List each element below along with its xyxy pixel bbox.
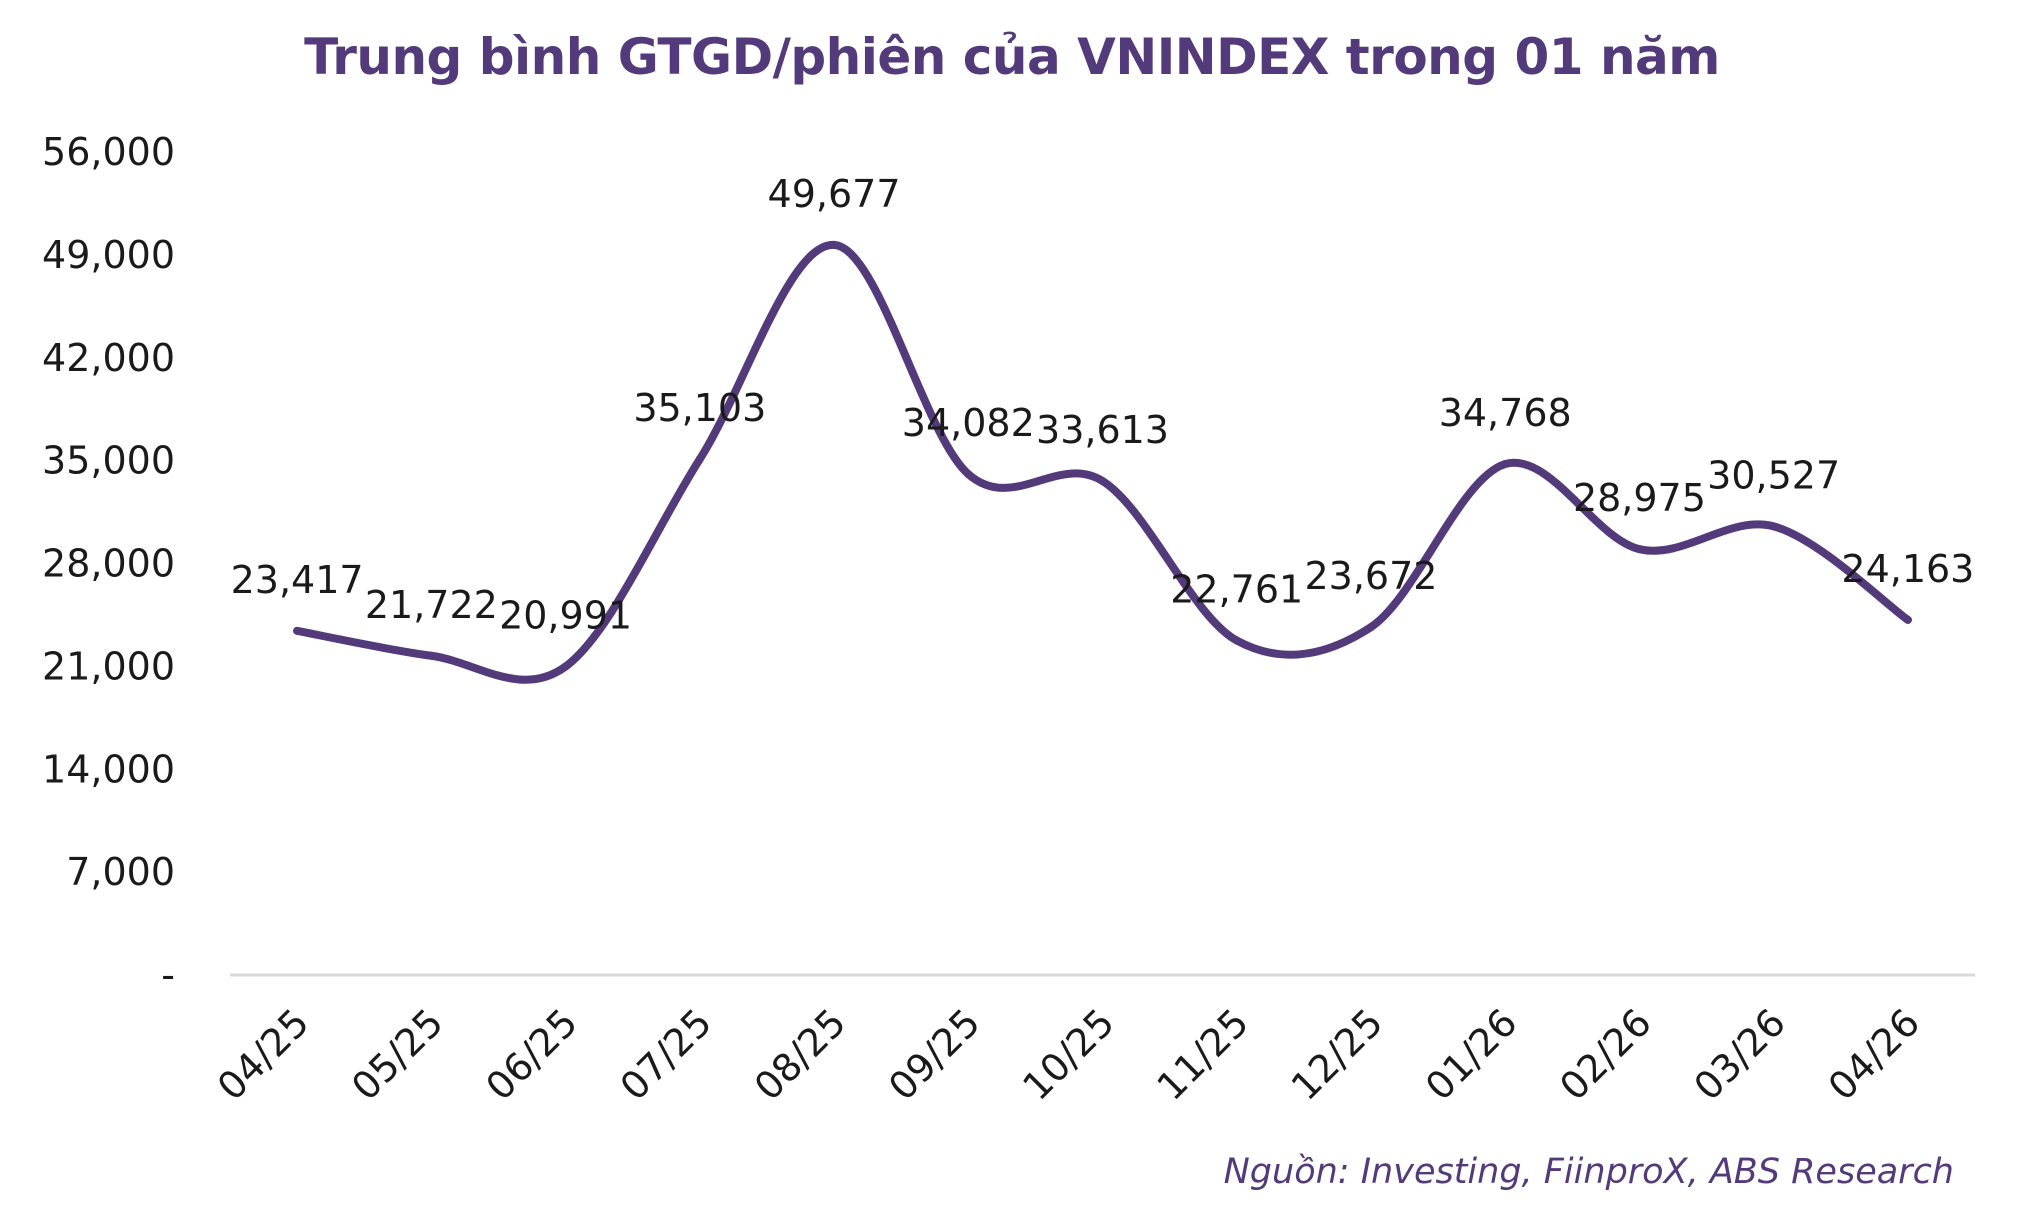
x-tick-label: 06/25 xyxy=(477,1000,586,1109)
x-tick-label: 10/25 xyxy=(1014,1000,1123,1109)
data-point xyxy=(293,626,302,635)
data-label: 22,761 xyxy=(1170,567,1303,611)
x-tick-label: 09/25 xyxy=(880,1000,989,1109)
data-label: 23,672 xyxy=(1304,554,1437,598)
x-tick-label: 03/26 xyxy=(1685,1000,1794,1109)
source-note: Nguồn: Investing, FiinproX, ABS Research xyxy=(1223,1152,1954,1192)
data-point xyxy=(1501,460,1510,469)
data-label: 34,768 xyxy=(1439,391,1572,435)
data-label: 35,103 xyxy=(633,386,766,430)
data-label: 23,417 xyxy=(231,558,364,602)
x-tick-label: 04/26 xyxy=(1820,1000,1929,1109)
y-tick-label: 49,000 xyxy=(42,233,175,277)
y-tick-label: 7,000 xyxy=(66,850,175,894)
data-point xyxy=(561,662,570,671)
data-point xyxy=(1098,477,1107,486)
y-axis-ticks: - 7,000 14,000 21,000 28,000 35,000 42,000 49,0… xyxy=(42,130,175,997)
x-tick-label: 05/25 xyxy=(343,1000,452,1109)
x-tick-label: 12/25 xyxy=(1283,1000,1392,1109)
data-point xyxy=(1366,623,1375,632)
data-label: 20,991 xyxy=(499,594,632,638)
data-point xyxy=(964,470,973,479)
data-label: 33,613 xyxy=(1036,408,1169,452)
data-label: 49,677 xyxy=(768,172,901,216)
x-tick-label: 04/25 xyxy=(209,1000,318,1109)
data-label: 30,527 xyxy=(1707,453,1840,497)
data-point xyxy=(1903,615,1912,624)
x-tick-label: 02/26 xyxy=(1551,1000,1660,1109)
data-point xyxy=(1635,545,1644,554)
data-point xyxy=(830,240,839,249)
series-line xyxy=(293,240,1912,684)
data-label: 21,722 xyxy=(365,583,498,627)
y-tick-label: 14,000 xyxy=(42,747,175,791)
x-tick-label: 11/25 xyxy=(1149,1000,1258,1109)
y-tick-label: 56,000 xyxy=(42,130,175,174)
data-point xyxy=(695,455,704,464)
x-tick-label: 07/25 xyxy=(612,1000,721,1109)
data-point xyxy=(1769,522,1778,531)
y-tick-label: 21,000 xyxy=(42,644,175,688)
x-tick-label: 01/26 xyxy=(1417,1000,1526,1109)
data-point xyxy=(1232,636,1241,645)
y-tick-label: - xyxy=(161,953,175,997)
data-label: 34,082 xyxy=(902,401,1035,445)
data-point xyxy=(427,651,436,660)
y-tick-label: 28,000 xyxy=(42,542,175,586)
data-label: 28,975 xyxy=(1573,476,1706,520)
x-axis-ticks: 04/25 05/25 06/25 07/25 08/25 09/25 10/25 11/25… xyxy=(209,1000,1928,1109)
x-tick-label: 08/25 xyxy=(746,1000,855,1109)
y-tick-label: 42,000 xyxy=(42,336,175,380)
chart-title: Trung bình GTGD/phiên của VNINDEX trong … xyxy=(304,28,1720,86)
y-tick-label: 35,000 xyxy=(42,439,175,483)
data-label: 24,163 xyxy=(1841,547,1974,591)
